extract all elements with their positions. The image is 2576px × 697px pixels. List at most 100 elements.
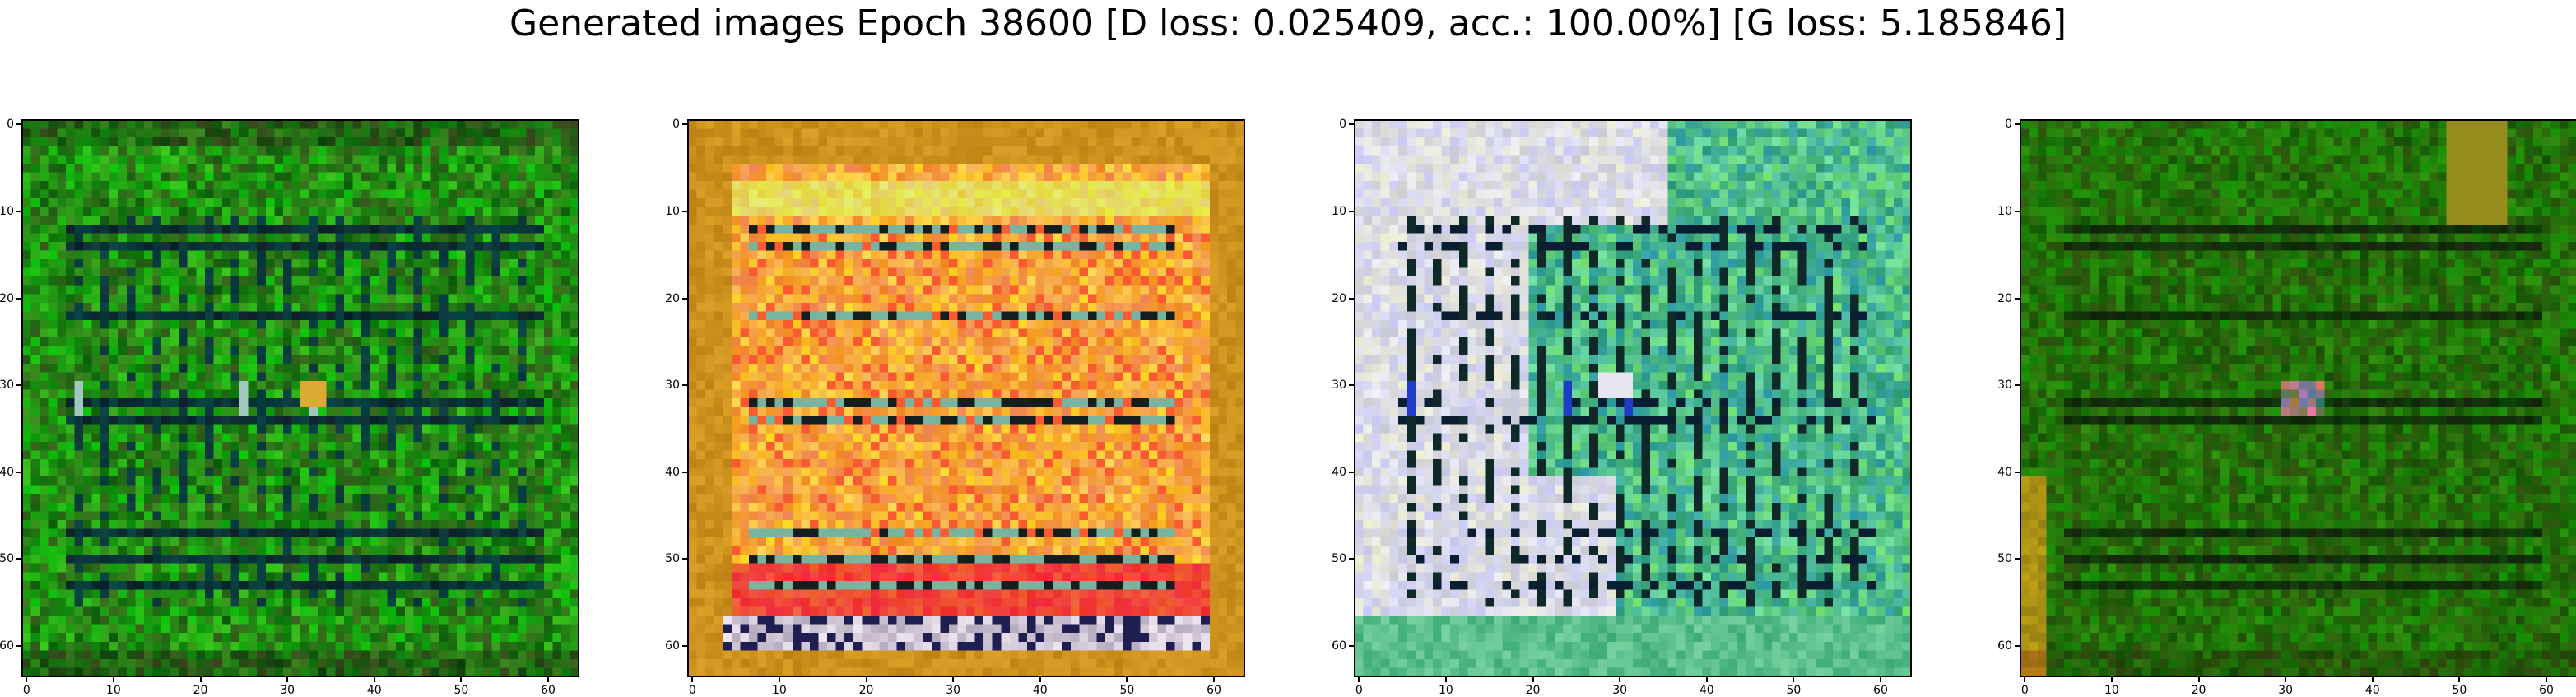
x-tick-mark <box>2024 676 2026 682</box>
y-tick-mark <box>682 297 688 300</box>
y-tick-label: 30 <box>0 379 14 393</box>
x-tick-mark <box>1213 676 1216 682</box>
y-tick-mark <box>682 558 688 560</box>
x-tick-label: 20 <box>858 684 874 697</box>
y-tick-mark <box>16 558 22 560</box>
image-panel-4 <box>2020 119 2576 677</box>
y-tick-label: 60 <box>0 639 14 653</box>
image-panel-2 <box>687 119 1245 677</box>
x-tick-label: 30 <box>946 684 961 697</box>
x-tick-label: 10 <box>771 684 787 697</box>
y-tick-mark <box>1349 297 1355 300</box>
y-tick-label: 40 <box>0 465 14 479</box>
x-tick-mark <box>26 676 28 682</box>
x-tick-label: 10 <box>1438 684 1453 697</box>
x-tick-label: 40 <box>1032 684 1048 697</box>
y-tick-label: 50 <box>0 552 14 566</box>
y-tick-label: 40 <box>1997 465 2012 479</box>
y-tick-label: 0 <box>1339 118 1346 132</box>
y-tick-label: 10 <box>1332 204 1346 218</box>
y-tick-label: 50 <box>1997 552 2012 566</box>
x-tick-label: 30 <box>2278 684 2294 697</box>
y-tick-label: 50 <box>1332 552 1346 566</box>
x-tick-label: 40 <box>2364 684 2380 697</box>
x-tick-label: 10 <box>105 684 121 697</box>
x-tick-mark <box>460 676 463 682</box>
x-tick-mark <box>1880 676 1882 682</box>
figure-title: Generated images Epoch 38600 [D loss: 0.… <box>509 2 2067 44</box>
y-tick-label: 10 <box>0 204 14 218</box>
x-tick-label: 40 <box>1699 684 1714 697</box>
x-tick-label: 0 <box>2020 684 2029 697</box>
x-tick-mark <box>2458 676 2461 682</box>
x-tick-mark <box>2285 676 2287 682</box>
x-tick-mark <box>1039 676 1041 682</box>
y-tick-mark <box>2015 123 2020 126</box>
x-tick-mark <box>952 676 955 682</box>
x-tick-mark <box>1793 676 1795 682</box>
generated-image-1 <box>22 120 579 676</box>
x-tick-mark <box>2110 676 2113 682</box>
x-tick-mark <box>691 676 694 682</box>
y-tick-mark <box>16 123 22 126</box>
y-tick-mark <box>16 645 22 648</box>
x-tick-mark <box>1126 676 1128 682</box>
x-tick-mark <box>2546 676 2548 682</box>
x-tick-label: 60 <box>541 684 556 697</box>
y-tick-mark <box>2015 471 2020 473</box>
y-tick-mark <box>682 471 688 473</box>
y-tick-mark <box>16 210 22 212</box>
y-tick-mark <box>1349 123 1355 126</box>
x-tick-mark <box>1619 676 1621 682</box>
y-tick-label: 20 <box>665 291 680 305</box>
x-tick-label: 50 <box>453 684 469 697</box>
y-tick-mark <box>16 471 22 473</box>
y-tick-mark <box>1349 645 1355 648</box>
y-tick-label: 20 <box>1997 291 2012 305</box>
y-tick-label: 20 <box>1332 291 1346 305</box>
y-tick-label: 0 <box>672 118 680 132</box>
x-tick-label: 10 <box>2104 684 2119 697</box>
y-tick-mark <box>2015 210 2020 212</box>
y-tick-label: 40 <box>1332 465 1346 479</box>
x-tick-label: 20 <box>2191 684 2206 697</box>
y-tick-mark <box>1349 210 1355 212</box>
y-tick-label: 20 <box>0 291 14 305</box>
y-tick-label: 10 <box>1997 204 2012 218</box>
x-tick-mark <box>865 676 867 682</box>
generated-image-4 <box>2020 120 2576 676</box>
image-panel-1 <box>21 119 579 677</box>
generated-image-3 <box>1355 120 1911 676</box>
x-tick-label: 20 <box>193 684 208 697</box>
x-tick-mark <box>1444 676 1447 682</box>
y-tick-mark <box>16 384 22 387</box>
x-tick-label: 30 <box>280 684 295 697</box>
x-tick-label: 0 <box>22 684 30 697</box>
x-tick-label: 60 <box>2539 684 2554 697</box>
generated-image-2 <box>688 120 1244 676</box>
y-tick-label: 60 <box>665 639 680 653</box>
x-tick-label: 40 <box>366 684 382 697</box>
y-tick-label: 60 <box>1332 639 1346 653</box>
y-tick-label: 30 <box>665 379 680 393</box>
x-tick-mark <box>1358 676 1360 682</box>
x-tick-label: 60 <box>1207 684 1221 697</box>
x-tick-mark <box>286 676 289 682</box>
x-tick-label: 30 <box>1612 684 1628 697</box>
x-tick-label: 0 <box>688 684 696 697</box>
y-tick-label: 0 <box>2005 118 2012 132</box>
x-tick-mark <box>778 676 780 682</box>
x-tick-label: 50 <box>1119 684 1135 697</box>
y-tick-mark <box>2015 297 2020 300</box>
y-tick-mark <box>682 645 688 648</box>
image-panel-3 <box>1354 119 1912 677</box>
x-tick-label: 20 <box>1525 684 1541 697</box>
y-tick-mark <box>1349 384 1355 387</box>
y-tick-label: 50 <box>665 552 680 566</box>
y-tick-mark <box>682 384 688 387</box>
y-tick-label: 30 <box>1997 379 2012 393</box>
y-tick-mark <box>2015 384 2020 387</box>
x-tick-mark <box>373 676 375 682</box>
y-tick-mark <box>682 210 688 212</box>
y-tick-mark <box>16 297 22 300</box>
